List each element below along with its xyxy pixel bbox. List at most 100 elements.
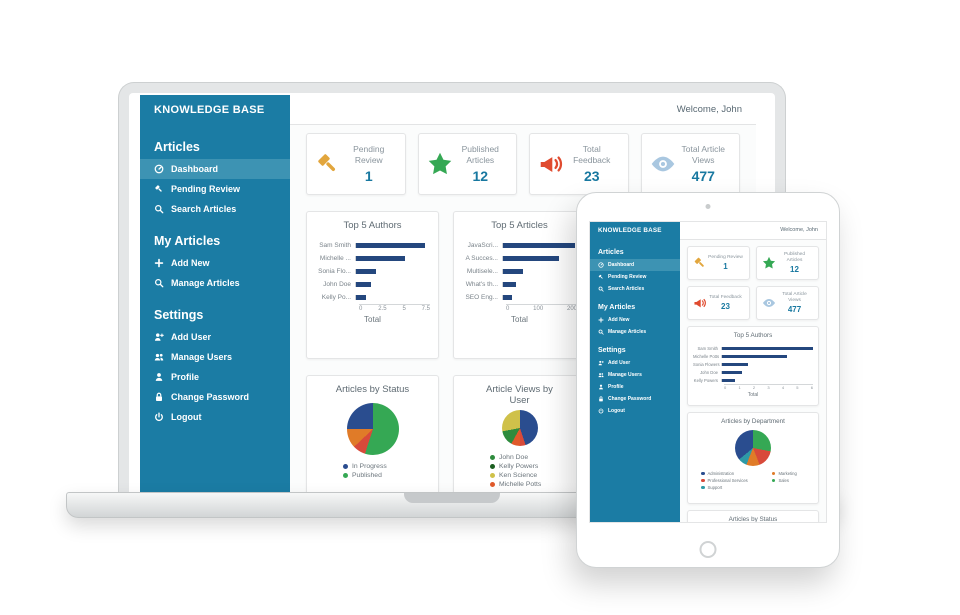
- tick-label: 1: [738, 385, 741, 390]
- item-label: Profile: [608, 384, 624, 390]
- bar: [356, 282, 371, 287]
- bar-row: Michelle ...: [315, 252, 430, 265]
- bar-chart: Sam Smith Michelle ... Sonia Flo... John Do…: [315, 239, 430, 304]
- item-label: Manage Users: [608, 372, 642, 378]
- sidebar-item-add-user[interactable]: Add User: [590, 357, 680, 369]
- stat-value: 1: [364, 168, 373, 185]
- add-user-icon: [598, 360, 604, 366]
- item-label: Manage Articles: [608, 329, 647, 335]
- sidebar-item-manage-articles[interactable]: Manage Articles: [140, 273, 290, 293]
- stat-value: 12: [790, 264, 799, 274]
- top-bar: Welcome, John: [290, 95, 756, 125]
- bar: [722, 346, 813, 350]
- tablet-mockup: KNOWLEDGE BASE Articles Dashboard Pendin…: [576, 192, 840, 568]
- sidebar-item-profile[interactable]: Profile: [140, 367, 290, 387]
- item-label: Logout: [171, 412, 202, 422]
- sidebar-item-search-articles[interactable]: Search Articles: [140, 199, 290, 219]
- stat-card-published-articles: Published Articles 12: [756, 246, 819, 280]
- search-icon: [154, 278, 164, 288]
- sidebar-item-manage-users[interactable]: Manage Users: [140, 347, 290, 367]
- x-axis-label: Total: [511, 315, 528, 324]
- item-label: Pending Review: [171, 184, 241, 194]
- tick-label: 0: [724, 385, 727, 390]
- legend-label: Administration: [707, 471, 735, 476]
- chart-card-articles-by-status: Articles by Status In Progress Published: [306, 375, 439, 492]
- item-label: Pending Review: [608, 274, 647, 280]
- pie-chart: [735, 430, 771, 466]
- sidebar-item-change-password[interactable]: Change Password: [140, 387, 290, 407]
- bar: [356, 256, 406, 261]
- chart-card-top-5-articles: Top 5 Articles JavaScri... A Succes... Mul…: [453, 211, 586, 359]
- pie-chart: [501, 410, 538, 446]
- item-label: Add User: [608, 360, 631, 366]
- chart-card-articles-by-department: Articles by Department Administration Pro…: [687, 412, 819, 504]
- chart-legend: John Doe Kelly Powers Ken Science Michelle …: [462, 454, 577, 488]
- chart-card-top-5-authors: Top 5 Authors Sam Smith Michelle ... Sonia…: [306, 211, 439, 359]
- tick-label: 200: [566, 306, 577, 312]
- gavel-icon: [598, 274, 604, 280]
- sidebar-item-manage-users[interactable]: Manage Users: [590, 369, 680, 381]
- stat-value: 477: [787, 304, 802, 314]
- item-label: Search Articles: [608, 286, 645, 292]
- sidebar-item-logout[interactable]: Logout: [590, 405, 680, 417]
- sidebar-item-add-user[interactable]: Add User: [140, 327, 290, 347]
- stat-card-total-article-views: Total Article Views 477: [640, 133, 740, 195]
- item-label: Change Password: [171, 392, 250, 402]
- sidebar-item-logout[interactable]: Logout: [140, 407, 290, 427]
- item-label: Search Articles: [171, 204, 237, 214]
- sidebar-item-search-articles[interactable]: Search Articles: [590, 283, 680, 295]
- bar: [722, 354, 787, 358]
- chart-card-articles-by-status: Articles by Status: [687, 510, 819, 522]
- top-bar: Welcome, John: [680, 222, 826, 240]
- legend-item: Support: [701, 485, 764, 490]
- bar: [356, 243, 426, 248]
- search-icon: [598, 329, 604, 335]
- stat-card-total-article-views: Total Article Views 477: [756, 286, 819, 320]
- item-label: Profile: [171, 372, 200, 382]
- power-icon: [154, 412, 164, 422]
- sidebar-item-change-password[interactable]: Change Password: [590, 393, 680, 405]
- bar-row: Michelle Potts: [693, 352, 813, 360]
- sidebar-item-add-new[interactable]: Add New: [590, 314, 680, 326]
- sidebar-item-pending-review[interactable]: Pending Review: [140, 179, 290, 199]
- legend-dot: [490, 455, 495, 460]
- bar-row: Sam Smith: [693, 344, 813, 352]
- sidebar-item-add-new[interactable]: Add New: [140, 253, 290, 273]
- pie-chart: [346, 403, 399, 455]
- brand-title: KNOWLEDGE BASE: [598, 227, 662, 234]
- tick-label: 0: [506, 306, 510, 312]
- bar-chart: Sam Smith Michelle Potts Sonia Flowers John…: [693, 344, 813, 384]
- bar-category-label: Michelle ...: [319, 255, 351, 262]
- chart-card-top-5-authors: Top 5 Authors Sam Smith Michelle Potts Son…: [687, 326, 819, 406]
- bar-row: A Succes...: [462, 252, 577, 265]
- legend-label: Marketing: [778, 471, 797, 476]
- sidebar-item-pending-review[interactable]: Pending Review: [590, 271, 680, 283]
- stat-label: Total Feedback: [709, 295, 742, 300]
- legend-dot: [771, 471, 776, 476]
- legend-label: Professional Services: [707, 478, 748, 483]
- tick-label: 3: [767, 385, 770, 390]
- chart-title: Articles by Status: [335, 384, 410, 395]
- bar-category-label: John Doe: [323, 281, 351, 288]
- legend-label: Sales: [778, 478, 789, 483]
- bar-row: Sam Smith: [315, 239, 430, 252]
- chart-title: Top 5 Articles: [491, 220, 548, 231]
- bar-row: What's th...: [462, 278, 577, 291]
- tick-label: 2: [752, 385, 756, 390]
- bar: [356, 295, 366, 300]
- search-icon: [154, 204, 164, 214]
- legend-label: Michelle Potts: [499, 481, 542, 488]
- stat-value: 477: [691, 168, 715, 185]
- x-axis-ticks: 0 2.5 5 7.5: [359, 304, 430, 312]
- bar-row: John Doe: [693, 368, 813, 376]
- tick-label: 7.5: [421, 306, 430, 312]
- sidebar-item-dashboard[interactable]: Dashboard: [590, 259, 680, 271]
- eye-icon: [762, 296, 776, 310]
- sidebar-item-manage-articles[interactable]: Manage Articles: [590, 326, 680, 338]
- chart-title: Top 5 Authors: [733, 332, 773, 339]
- bar-row: John Doe: [315, 278, 430, 291]
- stat-card-published-articles: Published Articles 12: [417, 133, 517, 195]
- sidebar-item-dashboard[interactable]: Dashboard: [140, 159, 290, 179]
- sidebar-item-profile[interactable]: Profile: [590, 381, 680, 393]
- stat-card-grid: Pending Review 1 Published Articles 12 Tot…: [687, 246, 819, 320]
